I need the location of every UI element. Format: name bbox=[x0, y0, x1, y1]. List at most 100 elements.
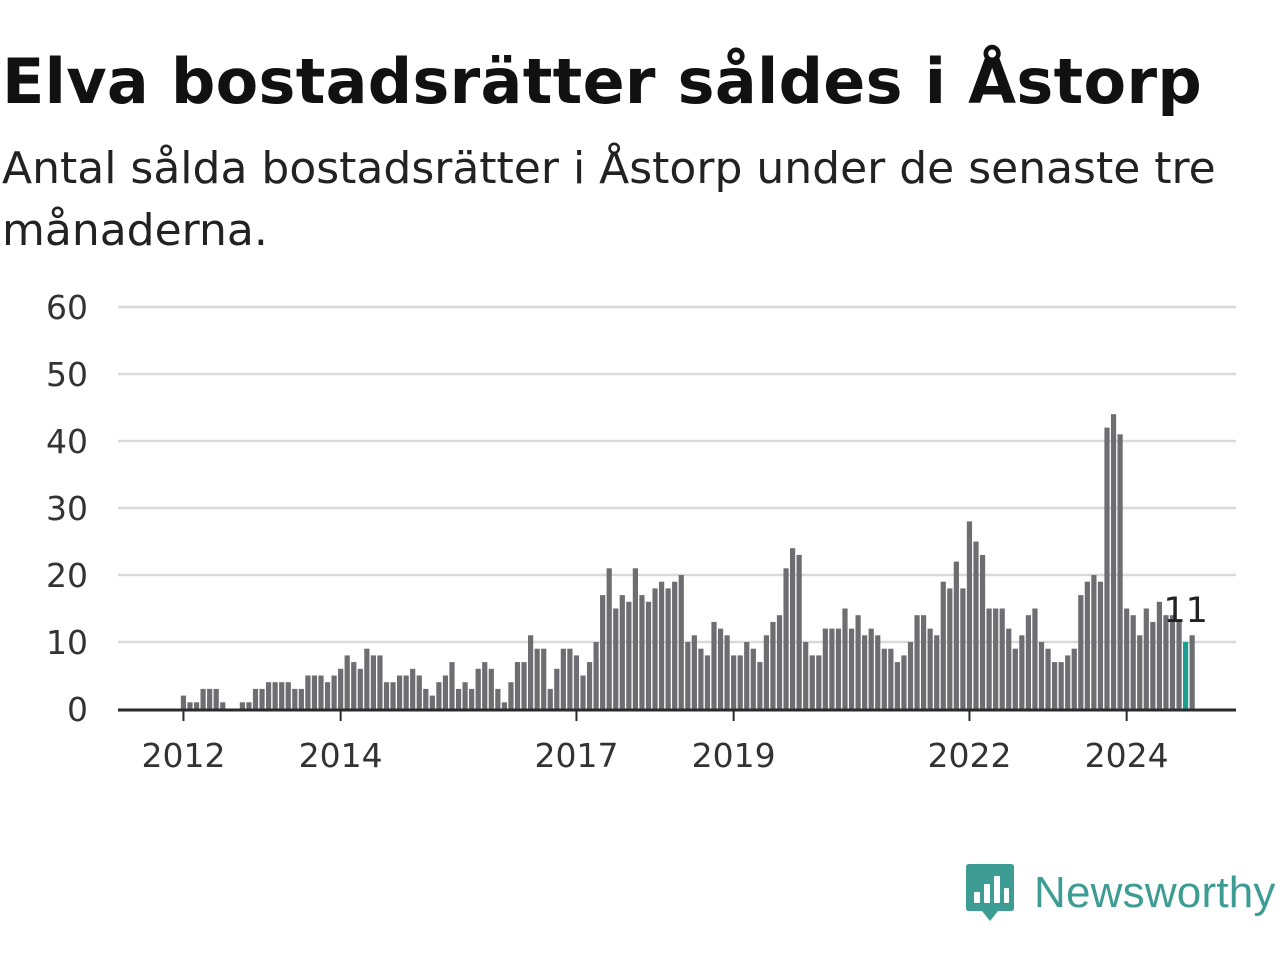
bar bbox=[665, 588, 671, 709]
bar bbox=[1052, 662, 1058, 709]
bar bbox=[934, 635, 940, 709]
bar bbox=[835, 628, 842, 709]
bar bbox=[1163, 615, 1169, 709]
bar bbox=[927, 628, 933, 709]
bar bbox=[285, 682, 291, 709]
bar bbox=[606, 568, 612, 709]
bar bbox=[1038, 642, 1045, 709]
bar bbox=[1110, 414, 1117, 709]
bar bbox=[947, 588, 953, 709]
bar bbox=[207, 688, 213, 709]
bar bbox=[1156, 601, 1162, 709]
bar bbox=[685, 642, 691, 709]
y-tick-label: 50 bbox=[46, 355, 88, 394]
bar bbox=[469, 688, 475, 709]
bar bbox=[193, 702, 200, 709]
bar bbox=[691, 635, 697, 709]
bar bbox=[239, 702, 245, 709]
bar bbox=[1065, 655, 1071, 709]
bar bbox=[554, 668, 560, 709]
bar bbox=[1025, 615, 1031, 709]
bar bbox=[672, 581, 678, 709]
brand-logo[interactable]: Newsworthy bbox=[964, 862, 1276, 924]
bar bbox=[534, 648, 540, 709]
bar bbox=[875, 635, 881, 709]
bar bbox=[567, 648, 573, 709]
bar bbox=[678, 575, 684, 709]
y-tick-label: 20 bbox=[46, 556, 88, 595]
bar bbox=[632, 568, 638, 709]
highlight-value-label: 11 bbox=[1163, 591, 1208, 631]
y-tick-label: 40 bbox=[46, 422, 88, 461]
bar bbox=[436, 682, 442, 709]
bar bbox=[357, 668, 363, 709]
bar bbox=[659, 581, 665, 709]
bar bbox=[953, 561, 959, 709]
bar bbox=[626, 601, 632, 709]
bar bbox=[580, 675, 586, 709]
bar bbox=[914, 615, 920, 709]
bar bbox=[770, 621, 776, 709]
bar bbox=[724, 635, 730, 709]
bar bbox=[868, 628, 874, 709]
gridlines bbox=[118, 305, 1236, 644]
bar bbox=[475, 668, 481, 709]
bar bbox=[370, 655, 376, 709]
bar bbox=[698, 648, 704, 709]
bar bbox=[731, 655, 737, 709]
bar bbox=[816, 655, 822, 709]
x-tick-label: 2024 bbox=[1085, 736, 1169, 775]
bar bbox=[1143, 608, 1149, 709]
bar bbox=[822, 628, 828, 709]
bar bbox=[639, 595, 645, 709]
bar bbox=[416, 675, 422, 709]
bar bbox=[757, 662, 763, 709]
bar bbox=[311, 675, 318, 709]
bar bbox=[403, 675, 409, 709]
bar bbox=[652, 588, 658, 709]
bar bbox=[390, 682, 396, 709]
bar bbox=[272, 682, 278, 709]
bar bbox=[298, 688, 304, 709]
bar bbox=[1150, 621, 1156, 709]
bars bbox=[180, 414, 1195, 709]
bar bbox=[338, 668, 344, 709]
bar bbox=[279, 682, 285, 709]
bar bbox=[514, 662, 521, 709]
bar bbox=[318, 675, 324, 709]
x-tick-label: 2012 bbox=[141, 736, 225, 775]
bar bbox=[364, 648, 370, 709]
bar bbox=[921, 615, 927, 709]
bar bbox=[521, 662, 527, 709]
bar bbox=[259, 688, 265, 709]
bar bbox=[455, 688, 462, 709]
bar bbox=[783, 568, 789, 709]
bar bbox=[901, 655, 907, 709]
chart-subtitle: Antal sålda bostadsrätter i Åstorp under… bbox=[2, 143, 1216, 256]
bar bbox=[966, 521, 973, 709]
bar bbox=[999, 608, 1005, 709]
bar bbox=[894, 662, 900, 709]
bar bbox=[737, 655, 743, 709]
bar bbox=[960, 588, 966, 709]
bar bbox=[586, 662, 593, 709]
chart-title: Elva bostadsrätter såldes i Åstorp bbox=[2, 45, 1203, 118]
bar bbox=[501, 702, 507, 709]
bar bbox=[1104, 427, 1110, 709]
bar-labels: 11 bbox=[1163, 591, 1208, 631]
bar bbox=[600, 595, 606, 709]
bar bbox=[560, 648, 566, 709]
bar bbox=[979, 554, 986, 709]
bar bbox=[613, 608, 619, 709]
bar bbox=[449, 662, 455, 709]
bar bbox=[220, 702, 226, 709]
bar bbox=[796, 554, 802, 709]
bar bbox=[881, 648, 887, 709]
bar bbox=[383, 682, 390, 709]
bar bbox=[1124, 608, 1130, 709]
bar bbox=[495, 688, 501, 709]
bar bbox=[246, 702, 252, 709]
brand-name: Newsworthy bbox=[1034, 868, 1276, 917]
bar bbox=[508, 682, 514, 709]
bar bbox=[410, 668, 416, 709]
